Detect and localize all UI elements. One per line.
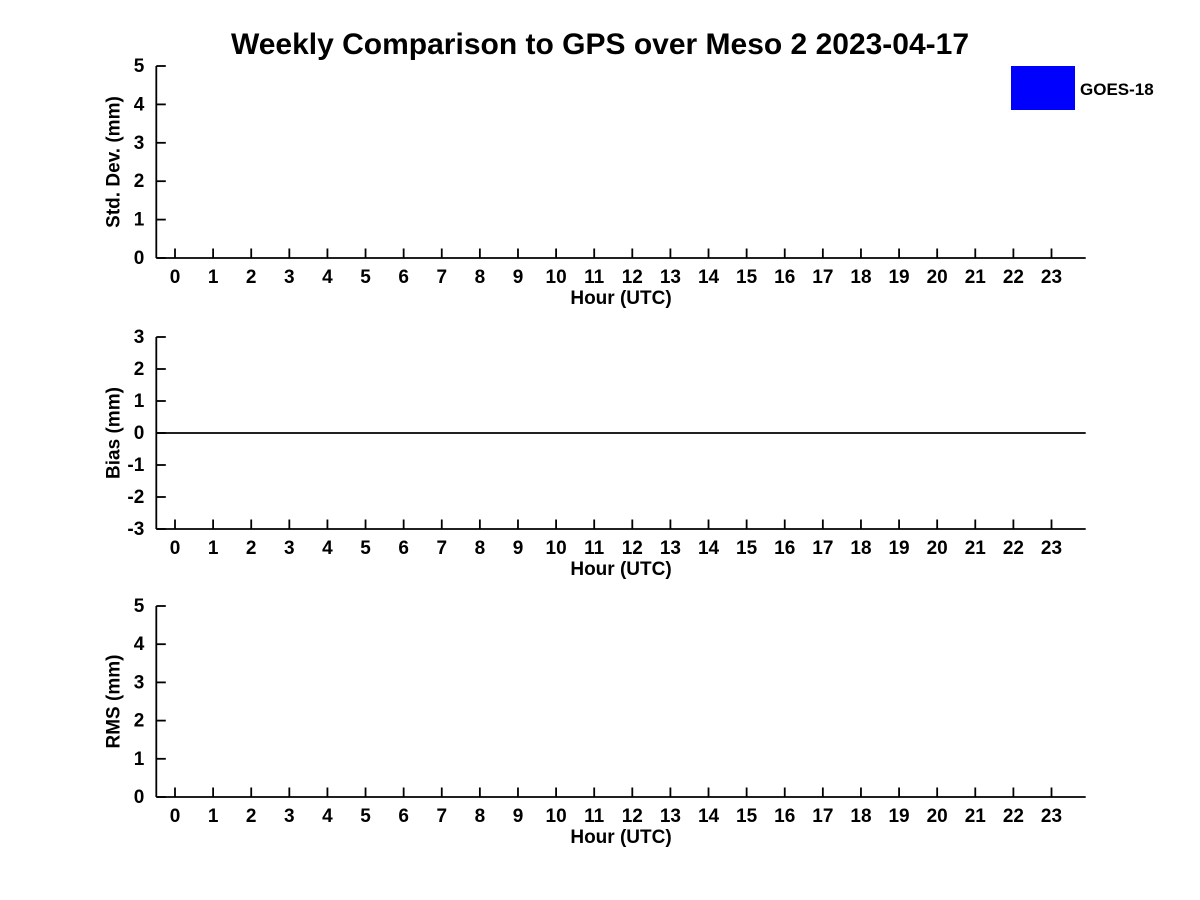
svg-text:8: 8 [475,267,486,288]
svg-text:3: 3 [134,133,145,154]
svg-text:5: 5 [134,596,145,617]
svg-text:16: 16 [774,267,795,288]
svg-text:15: 15 [736,806,758,827]
svg-text:6: 6 [398,538,409,559]
svg-text:Std. Dev. (mm): Std. Dev. (mm) [103,96,124,228]
svg-text:-1: -1 [127,455,144,476]
svg-text:Hour (UTC): Hour (UTC) [570,288,671,309]
svg-text:1: 1 [208,538,219,559]
svg-text:22: 22 [1003,538,1024,559]
svg-text:4: 4 [322,538,333,559]
svg-text:1: 1 [134,749,145,770]
svg-text:3: 3 [284,806,295,827]
svg-text:Hour (UTC): Hour (UTC) [570,559,671,580]
svg-text:13: 13 [660,538,681,559]
svg-text:20: 20 [927,806,948,827]
svg-text:11: 11 [584,267,605,288]
svg-text:3: 3 [284,267,295,288]
svg-text:18: 18 [850,538,871,559]
svg-text:17: 17 [812,267,833,288]
svg-text:0: 0 [170,538,181,559]
svg-text:10: 10 [546,538,567,559]
svg-text:1: 1 [208,267,219,288]
svg-text:0: 0 [170,806,181,827]
svg-text:5: 5 [360,538,371,559]
svg-text:15: 15 [736,267,758,288]
svg-text:11: 11 [584,538,605,559]
svg-text:-3: -3 [127,519,144,540]
svg-text:19: 19 [888,267,909,288]
svg-text:22: 22 [1003,267,1024,288]
svg-text:9: 9 [513,538,524,559]
svg-text:0: 0 [170,267,181,288]
svg-text:2: 2 [246,267,257,288]
svg-text:6: 6 [398,267,409,288]
svg-text:20: 20 [927,538,948,559]
svg-text:14: 14 [698,538,720,559]
svg-text:Hour (UTC): Hour (UTC) [570,827,671,848]
svg-text:2: 2 [134,711,145,732]
svg-text:8: 8 [475,806,486,827]
svg-text:17: 17 [812,806,833,827]
svg-text:21: 21 [965,267,987,288]
svg-text:21: 21 [965,538,987,559]
svg-text:3: 3 [134,672,145,693]
svg-text:13: 13 [660,806,681,827]
svg-text:7: 7 [436,267,447,288]
svg-text:14: 14 [698,267,720,288]
svg-text:7: 7 [436,538,447,559]
svg-text:-2: -2 [127,487,144,508]
svg-text:8: 8 [475,538,486,559]
svg-text:Bias (mm): Bias (mm) [103,387,124,479]
svg-text:22: 22 [1003,806,1024,827]
svg-text:10: 10 [546,806,567,827]
svg-text:2: 2 [134,171,145,192]
svg-text:12: 12 [622,538,643,559]
svg-text:2: 2 [246,538,257,559]
svg-text:0: 0 [134,787,145,808]
svg-text:12: 12 [622,267,643,288]
svg-text:11: 11 [584,806,605,827]
svg-text:23: 23 [1041,267,1062,288]
svg-text:5: 5 [360,806,371,827]
svg-text:12: 12 [622,806,643,827]
svg-text:1: 1 [208,806,219,827]
svg-text:2: 2 [134,359,145,380]
svg-text:18: 18 [850,267,871,288]
svg-text:21: 21 [965,806,987,827]
svg-text:13: 13 [660,267,681,288]
svg-text:4: 4 [134,94,145,115]
svg-text:15: 15 [736,538,758,559]
svg-text:18: 18 [850,806,871,827]
svg-text:6: 6 [398,806,409,827]
svg-text:16: 16 [774,538,795,559]
svg-text:3: 3 [134,327,145,348]
svg-text:4: 4 [322,806,333,827]
svg-text:2: 2 [246,806,257,827]
svg-text:4: 4 [134,634,145,655]
svg-text:23: 23 [1041,806,1062,827]
svg-text:0: 0 [134,248,145,269]
svg-text:14: 14 [698,806,720,827]
svg-text:20: 20 [927,267,948,288]
svg-text:1: 1 [134,391,145,412]
svg-text:5: 5 [134,56,145,77]
svg-text:23: 23 [1041,538,1062,559]
svg-text:19: 19 [888,538,909,559]
svg-text:19: 19 [888,806,909,827]
svg-text:0: 0 [134,423,145,444]
svg-text:9: 9 [513,267,524,288]
svg-text:7: 7 [436,806,447,827]
svg-text:5: 5 [360,267,371,288]
svg-text:RMS (mm): RMS (mm) [103,655,124,749]
svg-text:16: 16 [774,806,795,827]
svg-text:3: 3 [284,538,295,559]
svg-text:4: 4 [322,267,333,288]
svg-text:9: 9 [513,806,524,827]
svg-text:17: 17 [812,538,833,559]
svg-text:1: 1 [134,210,145,231]
svg-text:10: 10 [546,267,567,288]
